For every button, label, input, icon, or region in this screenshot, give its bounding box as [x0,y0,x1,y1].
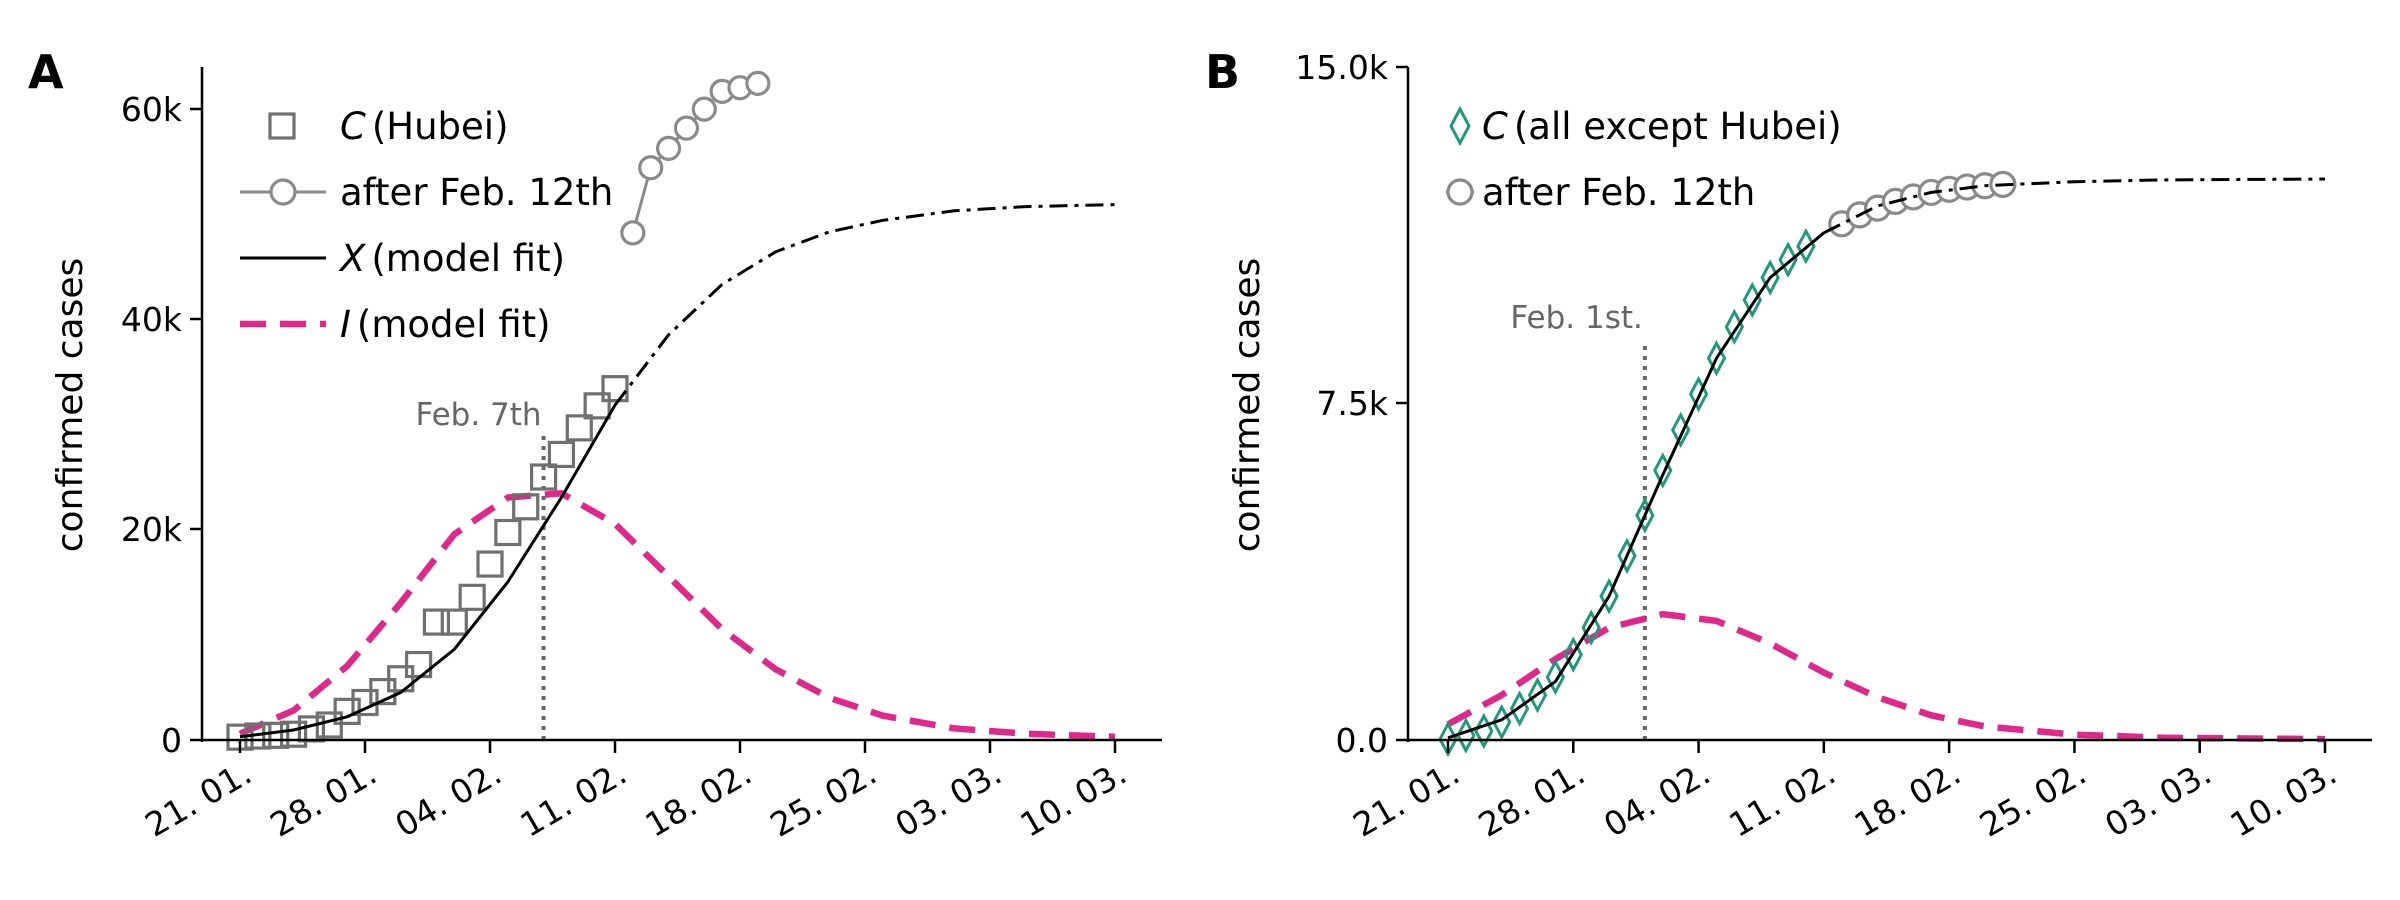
y-tick-label: 20k [121,510,183,549]
data-point-diamond [1474,712,1494,750]
legend-label: X (model fit) [338,237,565,280]
data-point-square [476,550,504,578]
data-point-square [494,518,522,547]
annotation-layer: Feb. 1st. [1510,300,1647,740]
panel-b: B confirmed cases Feb. 1st. 0.0 7.5k 15.0k… [1205,45,2372,845]
data-point-diamond [1706,340,1727,377]
data-point-diamond [1545,658,1566,696]
data-point-diamond [1778,241,1798,278]
legend: C (all except Hubei) after Feb. 12th [1446,105,1842,214]
y-tick-label: 0.0 [1336,721,1388,760]
legend-circle-icon [269,178,297,206]
after-feb12-point [691,96,717,122]
annotation-layer: Feb. 7th [415,397,546,740]
data-point-diamond [1438,720,1458,758]
data-point-diamond [1599,578,1619,615]
plot-area [226,70,1116,751]
x-tick-label: 10. 03. [1014,753,1133,845]
data-point-square [565,414,593,442]
x-tick-label: 18. 02. [1848,753,1967,845]
y-tick-label: 15.0k [1295,48,1388,87]
data-point-square [422,608,451,636]
data-point-diamond [1456,717,1476,754]
legend-label: after Feb. 12th [1482,171,1755,214]
series-i-model-line [238,489,1116,741]
x-tick-label: 03. 03. [889,753,1008,845]
data-point-diamond [1563,636,1583,673]
series-i-model-line [1446,610,2326,743]
after-feb12-point [655,135,682,161]
data-point-square [458,583,486,611]
legend-entry: C (all except Hubei) [1449,105,1842,148]
legend-square-icon [268,112,296,140]
after-feb12-point [620,220,646,246]
after-feb12-point [745,70,771,96]
x-tick-label: 10. 03. [2224,753,2343,845]
data-point-square [583,392,611,420]
x-tick-label: 25. 02. [764,753,883,845]
data-point-square [601,375,629,403]
data-point-square [279,720,308,748]
data-point-square [512,493,540,521]
data-point-diamond [1670,411,1691,449]
y-tick-label: 60k [121,90,183,129]
panel-a: A confirmed cases Feb. 7th 0 20k 40k 60k 21.… [28,45,1162,845]
data-point-square [262,721,290,749]
data-point-diamond [1796,228,1816,265]
plot-area [1438,170,2326,758]
data-point-square [547,440,576,469]
series-x-model-extrapolation [1823,177,2326,235]
x-tick-label: 21. 01. [139,753,258,845]
legend-circle-icon [1446,178,1474,206]
after-feb12-point [673,115,700,141]
data-point-diamond [1617,537,1637,574]
y-axis-label: confirmed cases [1227,258,1268,553]
x-tick-label: 03. 03. [2098,753,2217,845]
legend-entry: C (Hubei) [268,105,509,148]
y-axis-label: confirmed cases [50,258,91,553]
x-tick-label: 18. 02. [639,753,758,845]
annotation-label: Feb. 7th [415,397,541,433]
legend-label: after Feb. 12th [340,171,613,214]
x-tick-label: 04. 02. [389,753,508,845]
x-tick-label: 21. 01. [1347,753,1466,845]
data-point-square [440,608,468,636]
data-point-square [529,463,558,491]
x-tick-label: 11. 02. [1722,753,1841,845]
legend-diamond-icon [1449,105,1471,147]
data-point-diamond [1635,497,1655,534]
x-tick-label: 11. 02. [514,753,633,845]
y-tick-label: 0 [161,721,182,760]
annotation-label: Feb. 1st. [1510,300,1642,336]
panel-letter-a: A [28,45,64,99]
x-tick-label: 25. 02. [1973,753,2092,845]
panel-letter-b: B [1205,45,1240,99]
y-tick-label: 7.5k [1316,384,1388,423]
series-x-model-line [1447,231,1825,740]
axes: 0.0 7.5k 15.0k 21. 01. 28. 01. 04. 02. 11. 02.… [1295,48,2372,845]
x-tick-label: 28. 01. [1472,753,1591,845]
x-tick-label: 28. 01. [264,753,383,845]
y-tick-label: 40k [121,300,183,339]
data-point-diamond [1581,609,1601,646]
series-x-model-line [239,404,617,739]
legend: C (Hubei) after Feb. 12th X (model fit) I (mod… [240,105,613,346]
legend-entry: X (model fit) [240,237,565,280]
after-feb12-point [638,155,664,181]
legend-label: C (all except Hubei) [1482,105,1842,148]
legend-entry: after Feb. 12th [240,171,613,214]
series-x-model-extrapolation [613,203,1116,407]
legend-entry: I (model fit) [240,303,551,346]
legend-label: I (model fit) [340,303,551,346]
legend-entry: after Feb. 12th [1446,171,1755,214]
legend-label: C (Hubei) [340,105,509,148]
x-tick-label: 04. 02. [1597,753,1716,845]
